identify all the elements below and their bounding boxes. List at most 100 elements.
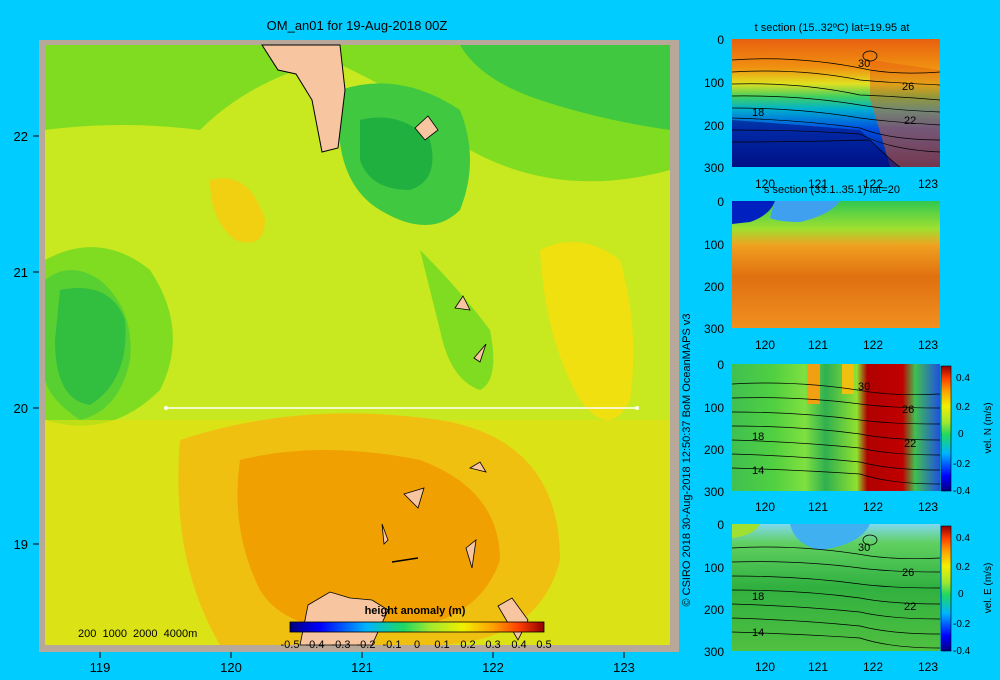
contour-label: 14 xyxy=(752,465,764,477)
contour-label: 22 xyxy=(904,115,916,127)
depth-tick: 0 xyxy=(717,358,724,372)
island xyxy=(465,539,477,569)
colorbar-tick: -0.4 xyxy=(953,646,971,657)
lat-tick-label: 20 xyxy=(14,401,28,416)
depth-tick: 0 xyxy=(717,33,724,47)
map-title: OM_an01 for 19-Aug-2018 00Z xyxy=(267,18,448,33)
lon-tick: 122 xyxy=(863,338,883,352)
colorbar-tick: 0.4 xyxy=(511,639,526,651)
land-mass xyxy=(261,44,346,153)
colorbar-tick: 0.5 xyxy=(536,639,551,651)
colorbar-label: vel. E (m/s) xyxy=(983,563,994,614)
lon-tick: 123 xyxy=(918,338,938,352)
colorbar-tick: 0 xyxy=(414,639,420,651)
height-anomaly-field xyxy=(45,45,670,645)
colorbar-label: vel. N (m/s) xyxy=(983,402,994,453)
lon-tick: 122 xyxy=(863,660,883,674)
colorbar-tick: 0 xyxy=(958,589,964,600)
colorbar-tick: -0.3 xyxy=(332,639,351,651)
lon-axis: 119 120 121 122 123 xyxy=(90,652,635,675)
colorbar-tick: 0.4 xyxy=(956,373,970,384)
lon-tick: 123 xyxy=(918,660,938,674)
colorbar-tick: 0.3 xyxy=(485,639,500,651)
colorbar-tick: 0.2 xyxy=(460,639,475,651)
contour-label: 22 xyxy=(904,601,916,613)
panel-title: t section (15..32ºC) lat=19.95 at xyxy=(755,22,910,34)
depth-tick: 100 xyxy=(704,76,724,90)
lon-tick: 122 xyxy=(863,500,883,514)
depth-tick: 200 xyxy=(704,443,724,457)
lon-tick: 121 xyxy=(808,500,828,514)
panel-title: s section (33.1..35.1) lat=20 xyxy=(764,184,900,196)
section-end-marker xyxy=(635,406,639,410)
colorbar-tick: 0.2 xyxy=(956,562,970,573)
depth-tick: 300 xyxy=(704,485,724,499)
lon-tick: 123 xyxy=(918,500,938,514)
colorbar-tick: 0.4 xyxy=(956,533,970,544)
depth-tick: 300 xyxy=(704,645,724,659)
lon-tick-label: 120 xyxy=(220,660,242,675)
lon-tick: 120 xyxy=(755,338,775,352)
lat-tick-label: 22 xyxy=(14,129,28,144)
colorbar-tick: -0.2 xyxy=(357,639,376,651)
lon-tick: 123 xyxy=(918,177,938,191)
depth-tick: 300 xyxy=(704,322,724,336)
island xyxy=(468,461,487,473)
velocity-colorbar xyxy=(940,525,952,652)
island xyxy=(403,487,425,509)
contour-label: 14 xyxy=(752,627,764,639)
lat-tick-label: 21 xyxy=(14,265,28,280)
salinity-section-panel: s section (33.1..35.1) lat=20 0 100 200 … xyxy=(704,184,940,352)
lon-tick: 121 xyxy=(808,177,828,191)
northward-velocity-field xyxy=(732,364,940,491)
contour-label: 26 xyxy=(902,81,914,93)
colorbar-tick: 0 xyxy=(958,429,964,440)
lon-tick-label: 119 xyxy=(90,660,111,675)
contour-label: 18 xyxy=(752,431,764,443)
contour-label: 22 xyxy=(904,438,916,450)
island xyxy=(381,523,389,545)
island xyxy=(473,343,487,363)
colorbar-tick: -0.1 xyxy=(383,639,402,651)
contour-label: 18 xyxy=(752,591,764,603)
contour-label: 30 xyxy=(858,58,870,70)
island xyxy=(454,295,471,311)
depth-tick: 200 xyxy=(704,119,724,133)
lon-tick: 122 xyxy=(863,177,883,191)
lon-tick-label: 123 xyxy=(613,660,635,675)
velocity-colorbar xyxy=(940,365,952,492)
contour-label: 30 xyxy=(858,542,870,554)
northward-velocity-panel: 30 26 18 22 14 0.4 0.2 0 -0.2 -0.4 vel. … xyxy=(704,358,994,514)
lon-tick: 120 xyxy=(755,660,775,674)
colorbar-tick: -0.5 xyxy=(281,639,300,651)
credit-text: © CSIRO 2018 30-Aug-2018 12:50:37 BoM Oc… xyxy=(681,313,693,606)
colorbar-tick: -0.4 xyxy=(306,639,325,651)
depth-legend: 200 1000 2000 4000m xyxy=(78,628,197,640)
lat-axis: 22 21 20 19 xyxy=(14,129,39,552)
height-colorbar xyxy=(289,621,545,633)
depth-tick: 200 xyxy=(704,280,724,294)
depth-tick: 200 xyxy=(704,603,724,617)
lon-tick-label: 121 xyxy=(351,660,373,675)
colorbar-tick: 0.2 xyxy=(956,402,970,413)
lon-tick-label: 122 xyxy=(482,660,504,675)
depth-tick: 0 xyxy=(717,518,724,532)
depth-tick: 300 xyxy=(704,161,724,175)
lon-tick: 120 xyxy=(755,500,775,514)
eastward-velocity-panel: 30 26 18 22 14 0.4 0.2 0 -0.2 -0.4 vel. … xyxy=(704,518,994,674)
temperature-section-panel: t section (15..32ºC) lat=19.95 at 30 26 … xyxy=(704,22,941,191)
depth-tick: 100 xyxy=(704,401,724,415)
colorbar-tick: -0.2 xyxy=(953,619,971,630)
lon-tick: 120 xyxy=(755,177,775,191)
contour-label: 26 xyxy=(902,404,914,416)
depth-tick: 100 xyxy=(704,238,724,252)
colorbar-tick: -0.2 xyxy=(953,459,971,470)
colorbar-tick: 0.1 xyxy=(434,639,449,651)
lon-tick: 121 xyxy=(808,338,828,352)
island xyxy=(414,115,439,141)
map-plot: 200 1000 2000 4000m height anomaly (m) -… xyxy=(39,40,679,652)
contour-label: 18 xyxy=(752,107,764,119)
colorbar-title: height anomaly (m) xyxy=(365,605,466,617)
coastline-feature xyxy=(391,557,419,563)
